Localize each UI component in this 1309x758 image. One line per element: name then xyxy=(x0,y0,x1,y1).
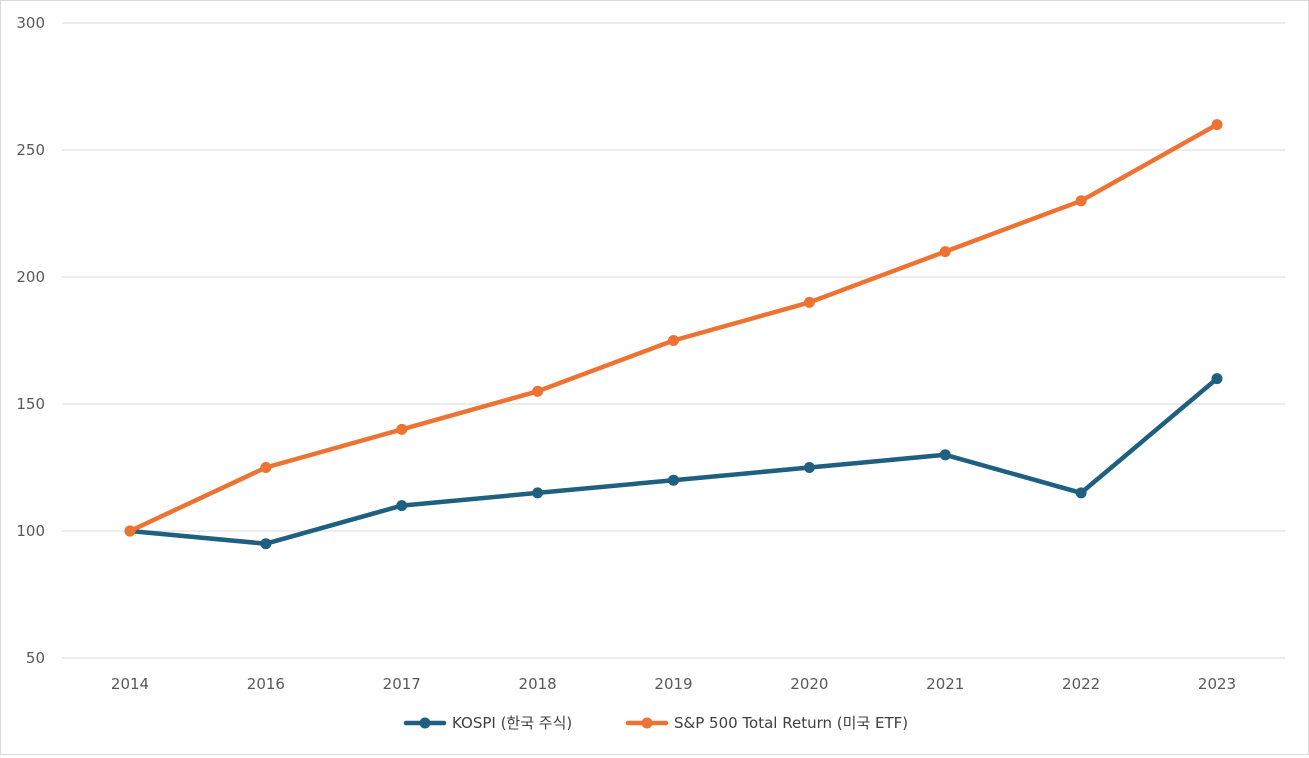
data-point xyxy=(1075,487,1087,499)
series-kospi xyxy=(124,373,1223,550)
x-tick-label: 2021 xyxy=(926,675,964,693)
y-axis-tick-labels: 50 100 150 200 250 300 xyxy=(16,14,45,667)
data-point xyxy=(124,525,136,537)
legend-item: S&P 500 Total Return (미국 ETF) xyxy=(625,714,908,732)
series-sp500 xyxy=(124,119,1223,537)
gridlines xyxy=(62,22,1285,659)
x-tick-label: 2014 xyxy=(111,675,149,693)
y-tick-label: 150 xyxy=(16,395,45,413)
y-tick-label: 250 xyxy=(16,141,45,159)
legend-label: S&P 500 Total Return (미국 ETF) xyxy=(674,714,908,732)
x-tick-label: 2023 xyxy=(1198,675,1236,693)
data-point xyxy=(803,296,815,308)
data-point xyxy=(532,385,544,397)
data-point xyxy=(939,449,951,461)
y-tick-label: 200 xyxy=(16,268,45,286)
x-tick-label: 2020 xyxy=(790,675,828,693)
x-tick-label: 2017 xyxy=(383,675,421,693)
y-tick-label: 100 xyxy=(16,522,45,540)
legend-label: KOSPI (한국 주식) xyxy=(452,714,572,732)
data-point xyxy=(532,487,544,499)
data-point xyxy=(1211,119,1223,131)
legend-swatch-marker xyxy=(641,717,653,729)
data-point xyxy=(1211,373,1223,385)
data-point xyxy=(260,462,272,473)
data-point xyxy=(1075,195,1087,207)
x-axis-tick-labels: 2014 2016 2017 2018 2019 2020 2021 2022 2023 xyxy=(111,675,1236,693)
data-point xyxy=(668,335,679,346)
legend-item: KOSPI (한국 주식) xyxy=(403,714,572,732)
data-point xyxy=(668,474,679,486)
data-point xyxy=(939,246,951,258)
data-point xyxy=(396,500,408,512)
x-tick-label: 2022 xyxy=(1062,675,1100,693)
legend-swatch-marker xyxy=(419,717,431,729)
y-tick-label: 300 xyxy=(16,14,45,32)
x-tick-label: 2016 xyxy=(247,675,285,693)
data-point xyxy=(260,538,272,550)
series-line xyxy=(127,122,1220,534)
y-tick-label: 50 xyxy=(26,649,45,667)
data-point xyxy=(803,462,815,473)
data-point xyxy=(396,423,408,435)
legend: KOSPI (한국 주식) S&P 500 Total Return (미국 ET… xyxy=(403,714,908,732)
x-tick-label: 2019 xyxy=(654,675,692,693)
x-tick-label: 2018 xyxy=(519,675,557,693)
series-lines xyxy=(124,119,1223,550)
